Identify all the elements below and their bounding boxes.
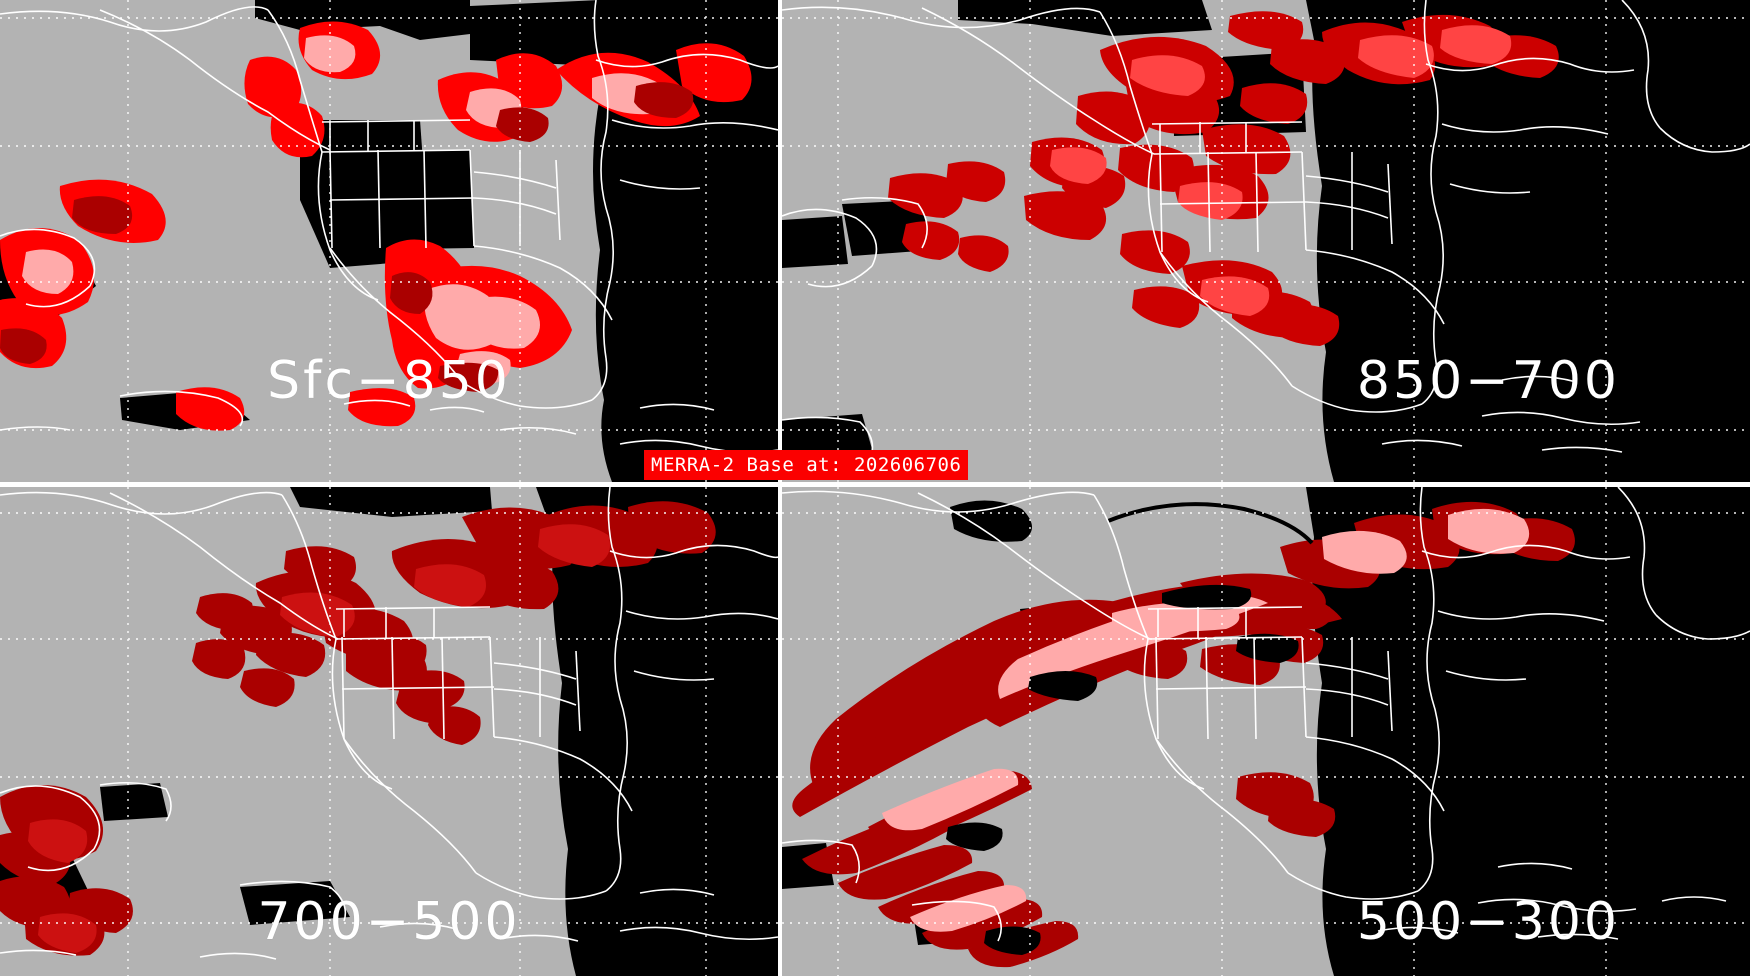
status-banner: MERRA-2 Base at: 202606706 xyxy=(644,450,969,480)
panel-gap-vertical-top xyxy=(778,0,782,482)
map-canvas-850-700 xyxy=(782,0,1750,482)
panel-700-500[interactable]: 700−500 xyxy=(0,487,778,976)
panel-gap-vertical-bottom xyxy=(778,487,782,976)
map-canvas-sfc-850 xyxy=(0,0,778,482)
map-canvas-500-300 xyxy=(782,487,1750,976)
panel-sfc-850[interactable]: Sfc−850 xyxy=(0,0,778,482)
panel-850-700[interactable]: 850−700 xyxy=(782,0,1750,482)
panel-500-300[interactable]: 500−300 xyxy=(782,487,1750,976)
panel-gap-horizontal xyxy=(0,482,1750,487)
map-canvas-700-500 xyxy=(0,487,778,976)
